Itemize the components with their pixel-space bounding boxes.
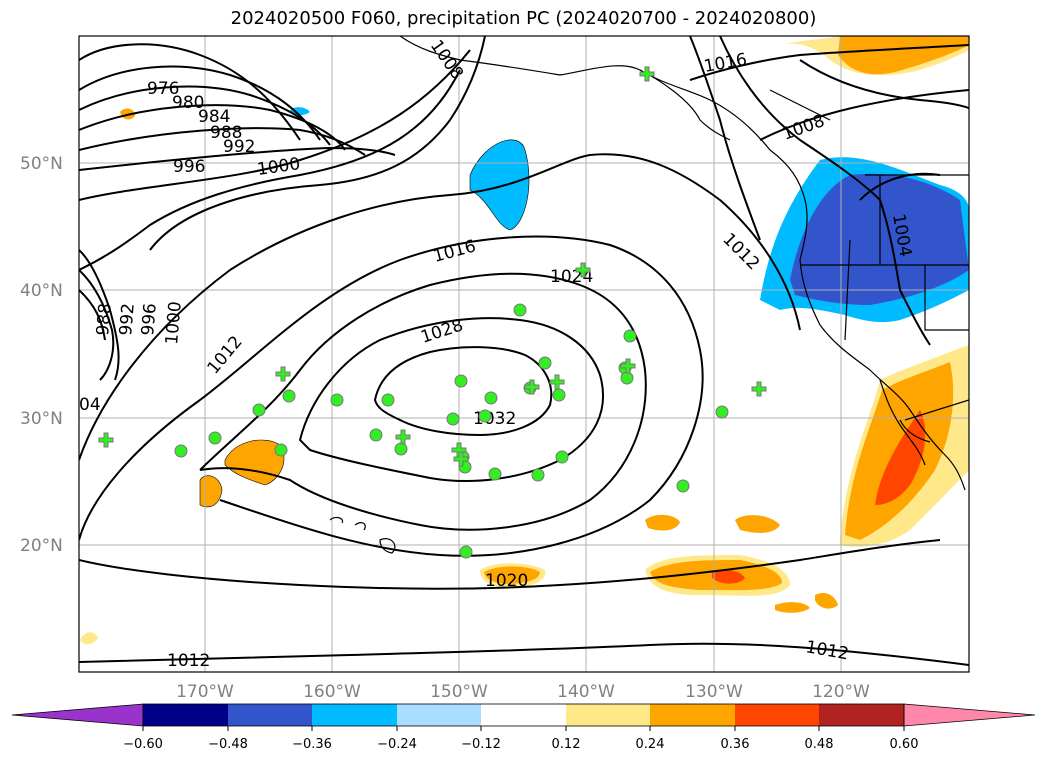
colorbar-tick-label: 0.36 bbox=[721, 737, 750, 752]
station-marker bbox=[274, 443, 288, 457]
colorbar-extend-min bbox=[11, 703, 144, 727]
plus-markers bbox=[98, 66, 767, 467]
colorbar-segment bbox=[228, 704, 312, 726]
isobar-contours bbox=[79, 36, 969, 666]
station-marker bbox=[552, 388, 566, 402]
colorbar-segment bbox=[143, 704, 228, 726]
lon-label: 140°W bbox=[557, 682, 615, 702]
colorbar-segment bbox=[397, 704, 481, 726]
map-title: 2024020500 F060, precipitation PC (20240… bbox=[230, 8, 817, 29]
map-frame bbox=[78, 35, 970, 673]
lat-label: 20°N bbox=[20, 536, 63, 556]
colorbar-segment bbox=[735, 704, 819, 726]
colorbar-tick-label: −0.24 bbox=[377, 737, 417, 752]
lon-label: 120°W bbox=[812, 682, 870, 702]
colorbar-segment bbox=[566, 704, 650, 726]
colorbar-tick-label: −0.60 bbox=[123, 737, 163, 752]
colorbar-tick-label: −0.36 bbox=[292, 737, 332, 752]
contour-label: 1012 bbox=[167, 651, 210, 671]
plus-marker bbox=[549, 374, 565, 390]
longitude-labels: 170°W 160°W 150°W 140°W 130°W 120°W bbox=[176, 682, 870, 702]
contour-label: 996 bbox=[173, 157, 205, 177]
contour-label: 992 bbox=[223, 137, 255, 157]
station-marker bbox=[330, 393, 344, 407]
colorbar: −0.60 −0.48 −0.36 −0.24 −0.12 0.12 0.24 … bbox=[11, 703, 1036, 752]
colorbar-tick-label: −0.12 bbox=[461, 737, 501, 752]
station-marker bbox=[513, 303, 527, 317]
colorbar-tick-label: 0.48 bbox=[805, 737, 834, 752]
contour-label: 988 bbox=[93, 302, 116, 336]
station-marker bbox=[454, 374, 468, 388]
plus-marker bbox=[451, 442, 467, 458]
lat-label: 40°N bbox=[20, 281, 63, 301]
colorbar-tick-label: −0.48 bbox=[208, 737, 248, 752]
station-marker bbox=[488, 467, 502, 481]
lon-label: 170°W bbox=[176, 682, 234, 702]
lon-label: 150°W bbox=[430, 682, 488, 702]
plus-marker bbox=[620, 358, 636, 374]
station-marker bbox=[538, 356, 552, 370]
contour-label: 980 bbox=[172, 93, 204, 113]
contour-label: 992 bbox=[116, 302, 139, 336]
colorbar-tick-label: 0.24 bbox=[636, 737, 665, 752]
colorbar-segment bbox=[481, 704, 566, 726]
colorbar-segment bbox=[650, 704, 735, 726]
colorbar-extend-max bbox=[903, 703, 1036, 727]
plus-marker bbox=[751, 381, 767, 397]
station-marker bbox=[620, 371, 634, 385]
latitude-labels: 50°N 40°N 30°N 20°N bbox=[20, 154, 63, 556]
station-markers bbox=[174, 303, 729, 559]
lon-label: 160°W bbox=[303, 682, 361, 702]
station-marker bbox=[531, 468, 545, 482]
station-marker bbox=[381, 393, 395, 407]
station-marker bbox=[282, 389, 296, 403]
station-marker bbox=[174, 444, 188, 458]
contour-label: 1000 bbox=[162, 301, 186, 346]
contour-label: 04 bbox=[79, 395, 101, 415]
lat-label: 50°N bbox=[20, 154, 63, 174]
plus-marker bbox=[639, 66, 655, 82]
lon-label: 130°W bbox=[685, 682, 743, 702]
station-marker bbox=[394, 442, 408, 456]
station-marker bbox=[555, 450, 569, 464]
station-marker bbox=[369, 428, 383, 442]
station-marker bbox=[459, 545, 473, 559]
precip-shading bbox=[80, 36, 969, 645]
colorbar-tick-label: 0.12 bbox=[552, 737, 581, 752]
contour-label: 984 bbox=[198, 107, 230, 127]
contour-label: 1020 bbox=[485, 571, 528, 591]
lat-label: 30°N bbox=[20, 409, 63, 429]
plus-marker bbox=[98, 432, 114, 448]
plus-marker bbox=[275, 366, 291, 382]
plus-marker bbox=[575, 262, 591, 278]
plus-marker bbox=[453, 451, 469, 467]
station-marker bbox=[623, 329, 637, 343]
colorbar-tick-label: 0.60 bbox=[890, 737, 919, 752]
grid-lines bbox=[79, 36, 969, 672]
contour-label: 996 bbox=[138, 302, 161, 336]
station-marker bbox=[252, 403, 266, 417]
plus-marker bbox=[524, 379, 540, 395]
colorbar-segment bbox=[312, 704, 397, 726]
station-marker bbox=[484, 391, 498, 405]
contour-label: 988 bbox=[210, 123, 242, 143]
station-marker bbox=[676, 479, 690, 493]
plus-marker bbox=[395, 429, 411, 445]
contour-label: 976 bbox=[147, 79, 179, 99]
station-marker bbox=[715, 405, 729, 419]
station-marker bbox=[446, 412, 460, 426]
station-marker bbox=[208, 431, 222, 445]
station-marker bbox=[478, 409, 492, 423]
colorbar-segment bbox=[819, 704, 904, 726]
